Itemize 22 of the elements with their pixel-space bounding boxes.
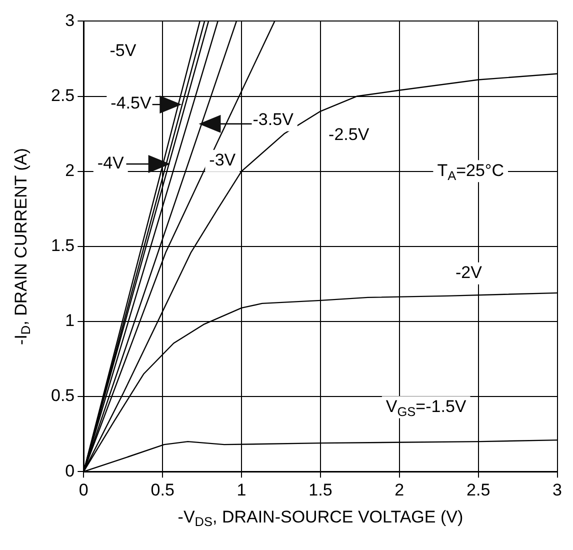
annotation: -5V [110, 41, 137, 60]
x-tick-label: 2.5 [466, 480, 490, 500]
y-tick-label: 2 [65, 161, 75, 180]
x-tick-label: 0.5 [150, 480, 174, 500]
y-tick-label: 0.5 [50, 386, 75, 406]
annotation: -4.5V [110, 93, 152, 112]
x-tick-label: 3 [552, 480, 562, 500]
x-tick-label: 2 [394, 480, 404, 500]
y-axis-title: -ID, DRAIN CURRENT (A) [11, 148, 34, 345]
annotation: -3V [209, 150, 236, 170]
annotation: -2V [455, 263, 483, 282]
y-tick-label: 1.5 [50, 236, 75, 256]
annotation: -3.5V [252, 110, 294, 129]
y-tick-label: 2.5 [50, 86, 75, 105]
annotation: -4V [97, 154, 125, 173]
y-tick-label: 3 [65, 10, 75, 30]
x-tick-label: 0 [78, 480, 88, 500]
x-tick-label: 1 [236, 480, 246, 500]
annotation: -2.5V [328, 124, 370, 144]
y-tick-label: 0 [65, 461, 75, 480]
x-tick-label: 1.5 [308, 480, 332, 500]
y-tick-label: 1 [65, 311, 75, 330]
